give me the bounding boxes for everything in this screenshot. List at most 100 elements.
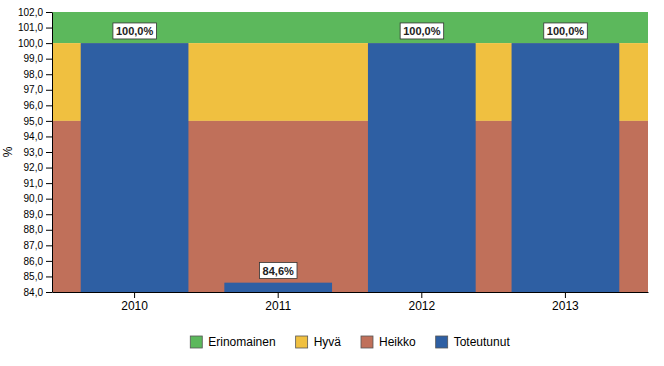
y-axis: 84,0 85,0 86,0 87,0 88,0 89,0 90,0 91,0 92,0 93,0… <box>18 7 53 298</box>
tick-label: 90,0 <box>24 193 44 204</box>
tick-mark <box>565 292 566 298</box>
tick-mark <box>46 121 52 122</box>
tick-mark <box>46 105 52 106</box>
tick-label: 87,0 <box>24 240 44 251</box>
plot-area <box>52 12 648 292</box>
tick-mark <box>46 214 52 215</box>
tick-label: 95,0 <box>24 116 44 127</box>
y-tick: 84,0 <box>24 287 52 298</box>
tick-mark <box>46 43 52 44</box>
y-tick: 91,0 <box>24 178 52 189</box>
x-tick: 2011 <box>265 292 291 313</box>
y-tick: 97,0 <box>24 84 52 95</box>
data-label: 100,0% <box>116 25 154 37</box>
bar <box>81 43 189 292</box>
tick-label: 97,0 <box>24 84 44 95</box>
y-tick: 88,0 <box>24 224 52 235</box>
y-tick: 100,0 <box>18 38 52 49</box>
tick-label: 99,0 <box>24 53 44 64</box>
data-label-group: 100,0% <box>113 23 157 39</box>
label-box <box>400 23 444 39</box>
tick-label: 85,0 <box>24 271 44 282</box>
tick-mark <box>46 28 52 29</box>
y-tick: 85,0 <box>24 271 52 282</box>
x-tick: 2010 <box>121 292 148 313</box>
data-label: 84,6% <box>263 265 294 277</box>
tick-label: 91,0 <box>24 178 44 189</box>
data-labels: 100,0% 84,6% 100,0% 100,0% <box>113 23 587 279</box>
tick-mark <box>46 261 52 262</box>
tick-label: 84,0 <box>24 287 44 298</box>
label-box <box>260 263 297 279</box>
tick-label: 2013 <box>552 299 579 313</box>
x-axis: 2010 2011 2012 2013 <box>53 292 649 313</box>
tick-mark <box>46 230 52 231</box>
tick-mark <box>46 276 52 277</box>
legend: Erinomainen Hyvä Heikko Toteutunut <box>190 335 510 349</box>
tick-label: 2012 <box>408 299 435 313</box>
data-label: 100,0% <box>547 25 585 37</box>
y-tick: 92,0 <box>24 162 52 173</box>
data-label-group: 100,0% <box>544 23 588 39</box>
tick-mark <box>134 292 135 298</box>
label-box <box>113 23 157 39</box>
y-axis-title: % <box>1 146 15 157</box>
y-tick: 99,0 <box>24 53 52 64</box>
legend-swatch <box>296 336 308 348</box>
y-tick: 98,0 <box>24 69 52 80</box>
y-tick: 101,0 <box>18 22 52 33</box>
tick-label: 86,0 <box>24 256 44 267</box>
tick-label: 96,0 <box>24 100 44 111</box>
y-tick: 102,0 <box>18 7 52 18</box>
tick-mark <box>46 183 52 184</box>
tick-label: 88,0 <box>24 224 44 235</box>
tick-mark <box>46 168 52 169</box>
y-tick: 87,0 <box>24 240 52 251</box>
legend-label: Erinomainen <box>208 335 275 349</box>
legend-label: Toteutunut <box>454 335 511 349</box>
data-label: 100,0% <box>403 25 441 37</box>
data-label-group: 84,6% <box>260 263 297 279</box>
data-label-group: 100,0% <box>400 23 444 39</box>
tick-mark <box>46 292 52 293</box>
chart: 2010 2011 2012 2013 84,0 85,0 86,0 87,0 88,0 89,0… <box>0 0 664 366</box>
tick-mark <box>46 245 52 246</box>
legend-swatch <box>361 336 373 348</box>
y-tick: 89,0 <box>24 209 52 220</box>
tick-mark <box>278 292 279 298</box>
tick-mark <box>46 136 52 137</box>
y-tick: 90,0 <box>24 193 52 204</box>
y-tick: 94,0 <box>24 131 52 142</box>
y-tick: 95,0 <box>24 116 52 127</box>
y-tick: 96,0 <box>24 100 52 111</box>
tick-mark <box>421 292 422 298</box>
x-tick: 2013 <box>552 292 579 313</box>
y-tick: 93,0 <box>24 147 52 158</box>
tick-label: 2010 <box>121 299 148 313</box>
tick-mark <box>46 152 52 153</box>
x-tick: 2012 <box>408 292 435 313</box>
legend-swatch <box>436 336 448 348</box>
tick-label: 93,0 <box>24 147 44 158</box>
tick-label: 2011 <box>265 299 291 313</box>
legend-item: Toteutunut <box>436 335 511 349</box>
tick-label: 94,0 <box>24 131 44 142</box>
tick-mark <box>46 90 52 91</box>
legend-item: Heikko <box>361 335 416 349</box>
axis-domain <box>52 13 53 293</box>
legend-swatch <box>190 336 202 348</box>
bar <box>512 43 620 292</box>
chart-root: 2010 2011 2012 2013 84,0 85,0 86,0 87,0 88,0 89,0… <box>1 7 649 313</box>
tick-label: 102,0 <box>18 7 43 18</box>
tick-label: 92,0 <box>24 162 44 173</box>
tick-label: 89,0 <box>24 209 44 220</box>
label-box <box>544 23 588 39</box>
axis-domain <box>53 292 649 293</box>
legend-item: Hyvä <box>296 335 342 349</box>
legend-label: Heikko <box>379 335 416 349</box>
y-tick: 86,0 <box>24 256 52 267</box>
tick-label: 100,0 <box>18 38 43 49</box>
band <box>52 12 648 43</box>
tick-mark <box>46 12 52 13</box>
tick-label: 98,0 <box>24 69 44 80</box>
